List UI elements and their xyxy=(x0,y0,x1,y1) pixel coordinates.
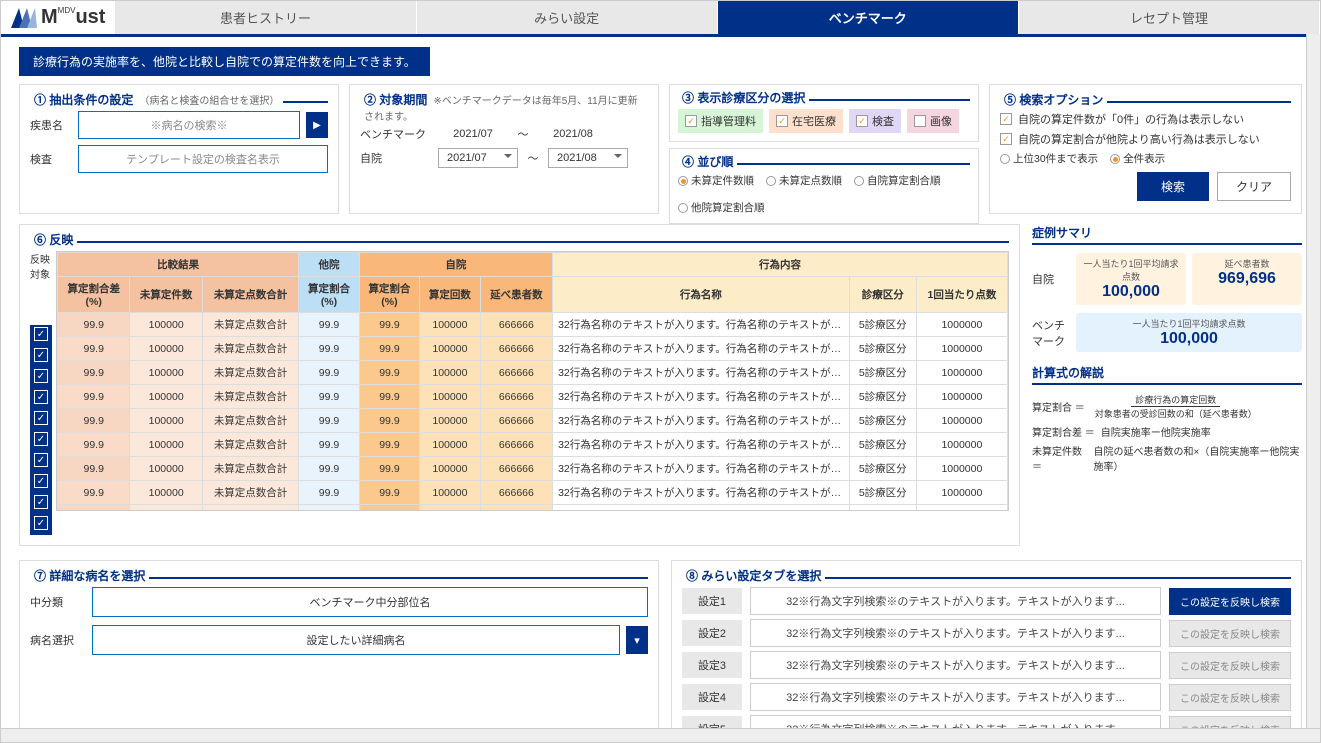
display-limit-radio-0[interactable]: 上位30件まで表示 xyxy=(1000,151,1098,166)
setting-label-1[interactable]: 設定2 xyxy=(682,620,742,646)
panel-search-options: ⑤ 検索オプション ✓自院の算定件数が「0件」の行為は表示しない✓自院の算定割合… xyxy=(989,84,1302,214)
apply-setting-button-3[interactable]: この設定を反映し検索 xyxy=(1169,684,1291,711)
logo: MMDVust xyxy=(1,6,115,29)
category-check-3[interactable]: 画像 xyxy=(907,109,959,133)
reflect-checkbox-7[interactable]: ✓ xyxy=(34,474,48,488)
reflect-checkbox-5[interactable]: ✓ xyxy=(34,432,48,446)
setting-label-0[interactable]: 設定1 xyxy=(682,588,742,614)
tab-2[interactable]: ベンチマーク xyxy=(718,1,1019,34)
calc-line-0: 算定割合 ＝診療行為の算定回数対象患者の受診回数の和（延べ患者数） xyxy=(1032,393,1302,420)
table-row[interactable]: 99.9100000未算定点数合計99.999.910000066666632行… xyxy=(58,505,1008,512)
reflect-checkbox-4[interactable]: ✓ xyxy=(34,411,48,425)
summary-card-0-0: 一人当たり1回平均請求点数100,000 xyxy=(1076,253,1186,305)
disease-search-go-button[interactable]: ▶ xyxy=(306,112,328,138)
period-label-1: 自院 xyxy=(360,150,430,166)
apply-setting-button-0[interactable]: この設定を反映し検索 xyxy=(1169,588,1291,615)
test-display-input[interactable]: テンプレート設定の検査名表示 xyxy=(78,145,328,173)
category-check-1[interactable]: ✓在宅医療 xyxy=(769,109,843,133)
display-limit-radio-1[interactable]: 全件表示 xyxy=(1110,151,1165,166)
sort-radio-3[interactable]: 他院算定割合順 xyxy=(678,200,765,215)
calc-title: 計算式の解説 xyxy=(1032,364,1302,381)
reflect-checkbox-6[interactable]: ✓ xyxy=(34,453,48,467)
summary-card-1-0: 一人当たり1回平均請求点数100,000 xyxy=(1076,313,1302,352)
panel-period: ② 対象期間※ベンチマークデータは毎年5月、11月に更新されます。 ベンチマーク… xyxy=(349,84,659,214)
reflect-checkbox-8[interactable]: ✓ xyxy=(34,495,48,509)
period-from-0: 2021/07 xyxy=(438,128,508,140)
setting-text-2: 32※行為文字列検索※のテキストが入ります。テキストが入ります... xyxy=(750,651,1161,679)
case-summary-panel: 症例サマリ 自院一人当たり1回平均請求点数100,000延べ患者数969,696… xyxy=(1032,224,1302,556)
table-row[interactable]: 99.9100000未算定点数合計99.999.910000066666632行… xyxy=(58,481,1008,505)
panel-sort-order: ④ 並び順 未算定件数順未算定点数順自院算定割合順他院算定割合順 xyxy=(669,148,979,224)
mid-category-select[interactable]: ベンチマーク中分部位名 xyxy=(92,587,648,617)
disease-select-label: 病名選択 xyxy=(30,632,86,648)
calc-line-2: 未算定件数 ＝自院の延べ患者数の和×（自院実施率ー他院実施率） xyxy=(1032,443,1302,473)
setting-label-3[interactable]: 設定4 xyxy=(682,684,742,710)
disease-detail-select[interactable]: 設定したい詳細病名 xyxy=(92,625,620,655)
category-check-2[interactable]: ✓検査 xyxy=(849,109,901,133)
period-to-select-1[interactable]: 2021/08 xyxy=(548,148,628,168)
table-row[interactable]: 99.9100000未算定点数合計99.999.910000066666632行… xyxy=(58,337,1008,361)
mid-category-label: 中分類 xyxy=(30,594,86,610)
search-button[interactable]: 検索 xyxy=(1137,172,1209,201)
horizontal-scrollbar[interactable] xyxy=(1,728,1320,742)
table-row[interactable]: 99.9100000未算定点数合計99.999.910000066666632行… xyxy=(58,457,1008,481)
summary-row-label-0: 自院 xyxy=(1032,271,1068,287)
reflect-checkbox-2[interactable]: ✓ xyxy=(34,369,48,383)
apply-setting-button-2[interactable]: この設定を反映し検索 xyxy=(1169,652,1291,679)
tab-0[interactable]: 患者ヒストリー xyxy=(115,1,416,34)
reflect-checkbox-9[interactable]: ✓ xyxy=(34,516,48,530)
reflect-checkbox-3[interactable]: ✓ xyxy=(34,390,48,404)
panel-reflect-table: ⑥ 反映 反映対象 ✓✓✓✓✓✓✓✓✓✓ 比較結果 他院 自院 行為内容 算定割… xyxy=(19,224,1020,546)
vertical-scrollbar[interactable] xyxy=(1306,1,1320,728)
summary-card-0-1: 延べ患者数969,696 xyxy=(1192,253,1302,305)
sort-radio-0[interactable]: 未算定件数順 xyxy=(678,173,754,188)
results-table-scroll[interactable]: 比較結果 他院 自院 行為内容 算定割合差 (%)未算定件数未算定点数合計算定割… xyxy=(56,251,1009,511)
setting-text-1: 32※行為文字列検索※のテキストが入ります。テキストが入ります... xyxy=(750,619,1161,647)
table-row[interactable]: 99.9100000未算定点数合計99.999.910000066666632行… xyxy=(58,385,1008,409)
disease-label: 疾患名 xyxy=(30,117,72,133)
main-tabs: 患者ヒストリーみらい設定ベンチマークレセプト管理 xyxy=(115,1,1320,34)
category-check-0[interactable]: ✓指導管理料 xyxy=(678,109,763,133)
disease-search-input[interactable]: ※病名の検索※ xyxy=(78,111,300,139)
option-check-1[interactable]: ✓自院の算定割合が他院より高い行為は表示しない xyxy=(1000,131,1291,147)
period-from-select-1[interactable]: 2021/07 xyxy=(438,148,518,168)
panel-detailed-disease: ⑦ 詳細な病名を選択 中分類 ベンチマーク中分部位名 病名選択 設定したい詳細病… xyxy=(19,560,659,743)
disease-dropdown-button[interactable]: ▾ xyxy=(626,626,648,654)
sort-radio-2[interactable]: 自院算定割合順 xyxy=(854,173,941,188)
table-row[interactable]: 99.9100000未算定点数合計99.999.910000066666632行… xyxy=(58,409,1008,433)
table-row[interactable]: 99.9100000未算定点数合計99.999.910000066666632行… xyxy=(58,433,1008,457)
test-label: 検査 xyxy=(30,151,72,167)
reflect-checkbox-0[interactable]: ✓ xyxy=(34,327,48,341)
app-window: MMDVust 患者ヒストリーみらい設定ベンチマークレセプト管理 診療行為の実施… xyxy=(0,0,1321,743)
panel-title: ① 抽出条件の設定（病名と検査の組合せを選択） xyxy=(30,91,283,108)
panel-mirai-settings: ⑧ みらい設定タブを選択 設定132※行為文字列検索※のテキストが入ります。テキ… xyxy=(671,560,1302,743)
panel-extract-conditions: ① 抽出条件の設定（病名と検査の組合せを選択） 疾患名 ※病名の検索※ ▶ 検査… xyxy=(19,84,339,214)
calc-line-1: 算定割合差 ＝自院実施率ー他院実施率 xyxy=(1032,424,1302,439)
setting-label-2[interactable]: 設定3 xyxy=(682,652,742,678)
description-bar: 診療行為の実施率を、他院と比較し自院での算定件数を向上できます。 xyxy=(19,47,430,76)
sort-radio-1[interactable]: 未算定点数順 xyxy=(766,173,842,188)
apply-setting-button-1[interactable]: この設定を反映し検索 xyxy=(1169,620,1291,647)
reflect-checkbox-1[interactable]: ✓ xyxy=(34,348,48,362)
setting-text-0: 32※行為文字列検索※のテキストが入ります。テキストが入ります... xyxy=(750,587,1161,615)
reflect-target-label: 反映対象 xyxy=(30,251,52,281)
tab-3[interactable]: レセプト管理 xyxy=(1019,1,1320,34)
tab-1[interactable]: みらい設定 xyxy=(417,1,718,34)
option-check-0[interactable]: ✓自院の算定件数が「0件」の行為は表示しない xyxy=(1000,111,1291,127)
period-to-0: 2021/08 xyxy=(538,128,608,140)
summary-row-label-1: ベンチマーク xyxy=(1032,317,1068,349)
topbar: MMDVust 患者ヒストリーみらい設定ベンチマークレセプト管理 xyxy=(1,1,1320,37)
panel-category-select: ③ 表示診療区分の選択 ✓指導管理料✓在宅医療✓検査画像 xyxy=(669,84,979,142)
table-row[interactable]: 99.9100000未算定点数合計99.999.910000066666632行… xyxy=(58,313,1008,337)
setting-text-3: 32※行為文字列検索※のテキストが入ります。テキストが入ります... xyxy=(750,683,1161,711)
clear-button[interactable]: クリア xyxy=(1217,172,1291,201)
results-table: 比較結果 他院 自院 行為内容 算定割合差 (%)未算定件数未算定点数合計算定割… xyxy=(57,252,1008,511)
period-label-0: ベンチマーク xyxy=(360,126,430,142)
table-row[interactable]: 99.9100000未算定点数合計99.999.910000066666632行… xyxy=(58,361,1008,385)
